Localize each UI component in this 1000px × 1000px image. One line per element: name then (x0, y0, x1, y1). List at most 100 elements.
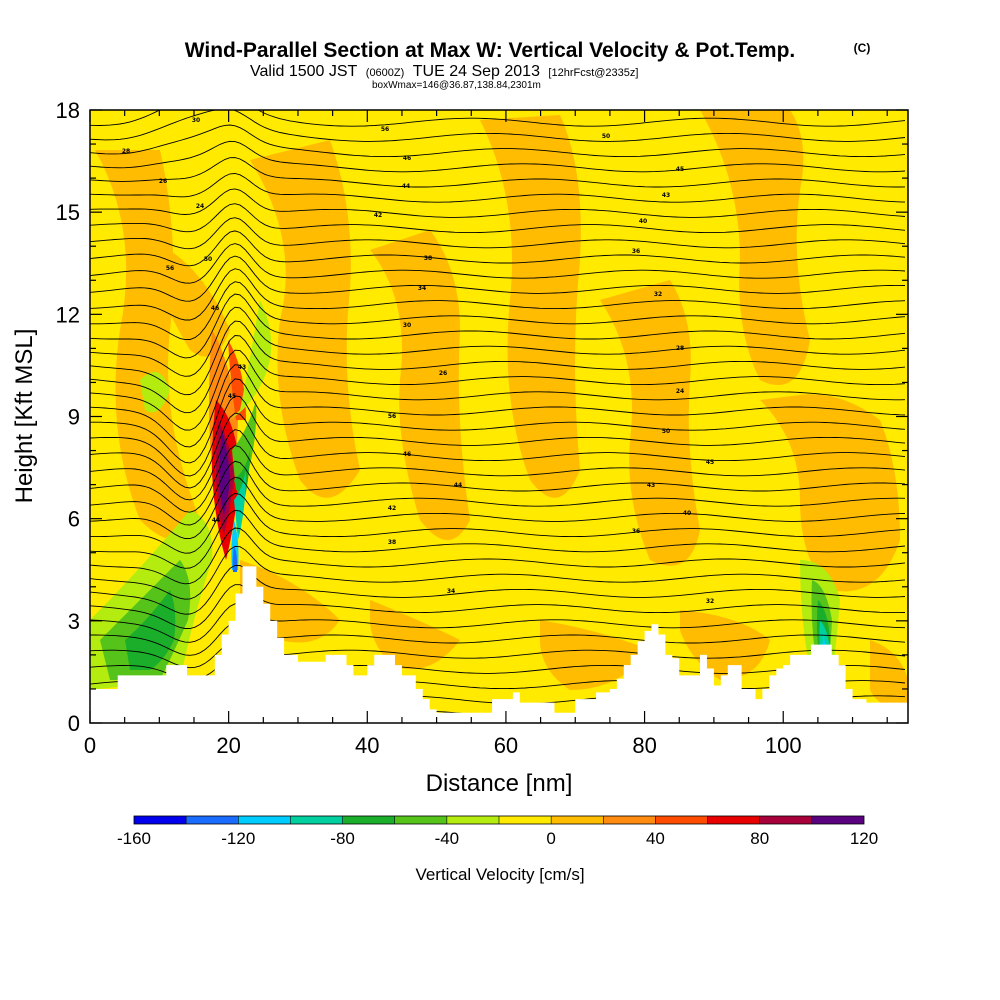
x-tick-label: 80 (632, 733, 656, 758)
theta-contour (90, 584, 906, 629)
contour-label: 38 (388, 539, 396, 546)
contour-label: 30 (192, 117, 200, 124)
theta-contour (90, 293, 906, 359)
colorbar-swatch (499, 816, 552, 824)
y-tick-label: 18 (56, 98, 80, 123)
light-green-patch (230, 300, 272, 420)
colorbar-swatch (603, 816, 656, 824)
contour-label: 56 (381, 126, 389, 133)
orange-patch (370, 230, 470, 540)
theta-contour (90, 622, 906, 656)
orange-patch (95, 150, 200, 540)
contour-label: 45 (706, 459, 714, 466)
contour-label: 26 (439, 370, 447, 377)
dark-green-patch (125, 590, 176, 670)
theta-contour (90, 395, 906, 477)
positive-velocity-patches (95, 110, 908, 710)
theta-contour (90, 157, 906, 188)
colorbar-swatch (342, 816, 395, 824)
y-tick-label: 9 (68, 405, 80, 430)
orange-patch (250, 140, 360, 498)
contour-label: 40 (683, 510, 691, 517)
colorbar-swatch (394, 816, 447, 824)
colorbar-tick-label: -40 (435, 829, 460, 848)
contour-label: 34 (447, 588, 455, 595)
theta-contour (90, 378, 906, 464)
theta-contour (90, 268, 906, 321)
contour-label: 32 (706, 598, 714, 605)
theta-contour (90, 188, 906, 218)
theta-contour (90, 429, 906, 501)
contour-label: 42 (374, 212, 382, 219)
contour-label: 50 (662, 428, 670, 435)
theta-contour (90, 335, 906, 414)
theta-contour (90, 509, 906, 569)
theta-contour (90, 203, 906, 234)
contour-label: 43 (647, 482, 655, 489)
colorbar-tick-label: 80 (750, 829, 769, 848)
contour-label: 24 (676, 388, 684, 395)
colorbar-swatch (238, 816, 291, 824)
colorbar-label: Vertical Velocity [cm/s] (415, 865, 584, 884)
theta-contour (90, 564, 906, 615)
orange-patch (370, 600, 460, 670)
theta-contour (90, 476, 906, 540)
contour-label: 38 (424, 255, 432, 262)
colorbar-swatch (551, 816, 604, 824)
x-tick-labels: 0 20 40 60 80 100 (84, 733, 802, 758)
contour-label: 44 (402, 183, 410, 190)
colorbar-tick-label: -80 (330, 829, 355, 848)
y-tick-labels: 0 3 6 9 12 15 18 (56, 98, 80, 736)
chart-title: Wind-Parallel Section at Max W: Vertical… (185, 39, 796, 62)
colorbar-swatch (186, 816, 239, 824)
x-tick-label: 60 (494, 733, 518, 758)
contour-label: 28 (122, 148, 130, 155)
x-tick-label: 40 (355, 733, 379, 758)
theta-contour (90, 173, 906, 203)
theta-contour (90, 230, 906, 267)
colorbar-swatch (655, 816, 708, 824)
theta-contour (90, 349, 906, 431)
theta-contour (90, 320, 906, 396)
colorbar-swatch (811, 816, 864, 824)
colorbar (133, 815, 865, 825)
green-patch (232, 400, 257, 490)
plot-area: 56 50 46 45 44 43 42 40 38 36 34 32 30 28 26 24 56 50 46 45… (90, 110, 908, 723)
contour-label: 56 (166, 265, 174, 272)
theta-contour (90, 545, 906, 600)
contour-label: 32 (654, 291, 662, 298)
red-orange-patch (228, 340, 246, 420)
y-tick-label: 0 (68, 711, 80, 736)
y-tick-label: 15 (56, 200, 80, 225)
x-axis-label: Distance [nm] (426, 770, 573, 797)
theta-contour (90, 603, 906, 643)
contour-label: 36 (632, 248, 640, 255)
theta-contour (90, 124, 906, 158)
x-tick-label: 100 (765, 733, 802, 758)
theta-contour (90, 492, 906, 554)
theta-contour (90, 364, 906, 448)
contour-label: 44 (454, 482, 462, 489)
contour-label: 46 (403, 451, 411, 458)
contour-label: 45 (676, 166, 684, 173)
valid-time: Valid 1500 JST (0600Z) TUE 24 Sep 2013 [… (250, 63, 638, 80)
y-tick-label: 6 (68, 507, 80, 532)
x-tick-label: 20 (216, 733, 240, 758)
contour-label: 46 (403, 155, 411, 162)
orange-patch (150, 240, 230, 357)
theta-contour (90, 243, 906, 284)
contour-label: 40 (639, 218, 647, 225)
contour-label: 50 (602, 133, 610, 140)
contour-label: 45 (228, 393, 236, 400)
theta-contour (90, 412, 906, 489)
orange-patch (870, 640, 908, 710)
x-tick-label: 0 (84, 733, 96, 758)
contour-label: 44 (212, 517, 220, 524)
terrain (90, 566, 908, 723)
contour-label: 43 (662, 192, 670, 199)
theta-contour (90, 110, 906, 142)
theta-contour (90, 527, 906, 585)
colorbar-tick-labels: -160 -120 -80 -40 0 40 80 120 (117, 829, 878, 848)
contour-label: 42 (388, 505, 396, 512)
